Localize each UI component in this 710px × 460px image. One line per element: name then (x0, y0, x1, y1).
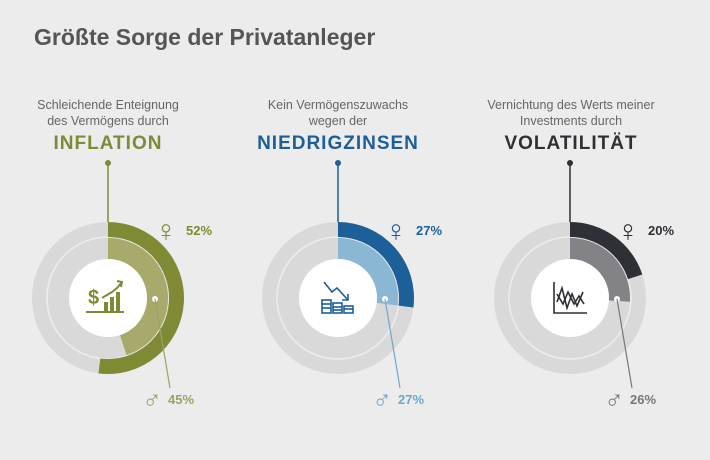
donut-inflation: ♀ 52% ♂ 45% (32, 160, 212, 415)
subtitle-line: Vernichtung des Werts meiner (487, 98, 655, 112)
inflation-heading: INFLATION (53, 133, 163, 154)
bar-male (570, 238, 630, 302)
female-symbol: ♀ (617, 215, 640, 248)
female-value-label: 20% (648, 223, 674, 238)
subtitle-line: wegen der (308, 114, 368, 128)
subtitle-line: des Vermögens durch (47, 114, 169, 128)
female-value-label: 52% (186, 223, 212, 238)
male-symbol: ♂ (604, 385, 624, 415)
male-value-label: 45% (168, 392, 194, 407)
niedrigzinsen-heading: NIEDRIGZINSEN (257, 133, 419, 154)
connector-dot (335, 160, 341, 166)
subtitle-line: Schleichende Enteignung (37, 98, 179, 112)
niedrigzinsen-subtitle: Kein Vermögenszuwachs wegen der (243, 97, 433, 129)
bar-male (108, 238, 168, 356)
male-value-label: 27% (398, 392, 424, 407)
page-title: Größte Sorge der Privatanleger (34, 24, 376, 50)
volatilitaet-subtitle: Vernichtung des Werts meiner Investments… (476, 97, 666, 129)
male-connector (154, 298, 171, 389)
male-connector (384, 298, 401, 389)
male-symbol: ♂ (372, 385, 392, 415)
donut-center (299, 259, 377, 337)
coins-decline-icon (321, 281, 354, 314)
donut-volatilitaet: ♀ 20% ♂ 26% (494, 160, 674, 415)
volatility-chart-icon (553, 282, 587, 314)
subtitle-line: Kein Vermögenszuwachs (267, 98, 409, 112)
male-symbol: ♂ (142, 385, 162, 415)
bar-female (98, 222, 184, 374)
donut-center (69, 259, 147, 337)
dollar-growth-icon: $ (86, 280, 124, 313)
bar-male (338, 238, 398, 306)
inflation-subtitle: Schleichende Enteignung des Vermögens du… (13, 97, 203, 129)
male-value-label: 26% (630, 392, 656, 407)
subtitle-line: Investments durch (519, 114, 623, 128)
female-symbol: ♀ (385, 215, 408, 248)
female-symbol: ♀ (155, 215, 178, 248)
connector-dot (105, 160, 111, 166)
bar-female (338, 222, 415, 308)
volatilitaet-heading: VOLATILITÄT (504, 133, 638, 154)
svg-text:$: $ (88, 287, 99, 309)
connector-dot (567, 160, 573, 166)
donut-niedrigzinsen: ♀ 27% ♂ 27% (262, 160, 442, 415)
male-connector (616, 298, 633, 389)
female-value-label: 27% (416, 223, 442, 238)
bar-female (570, 222, 643, 280)
